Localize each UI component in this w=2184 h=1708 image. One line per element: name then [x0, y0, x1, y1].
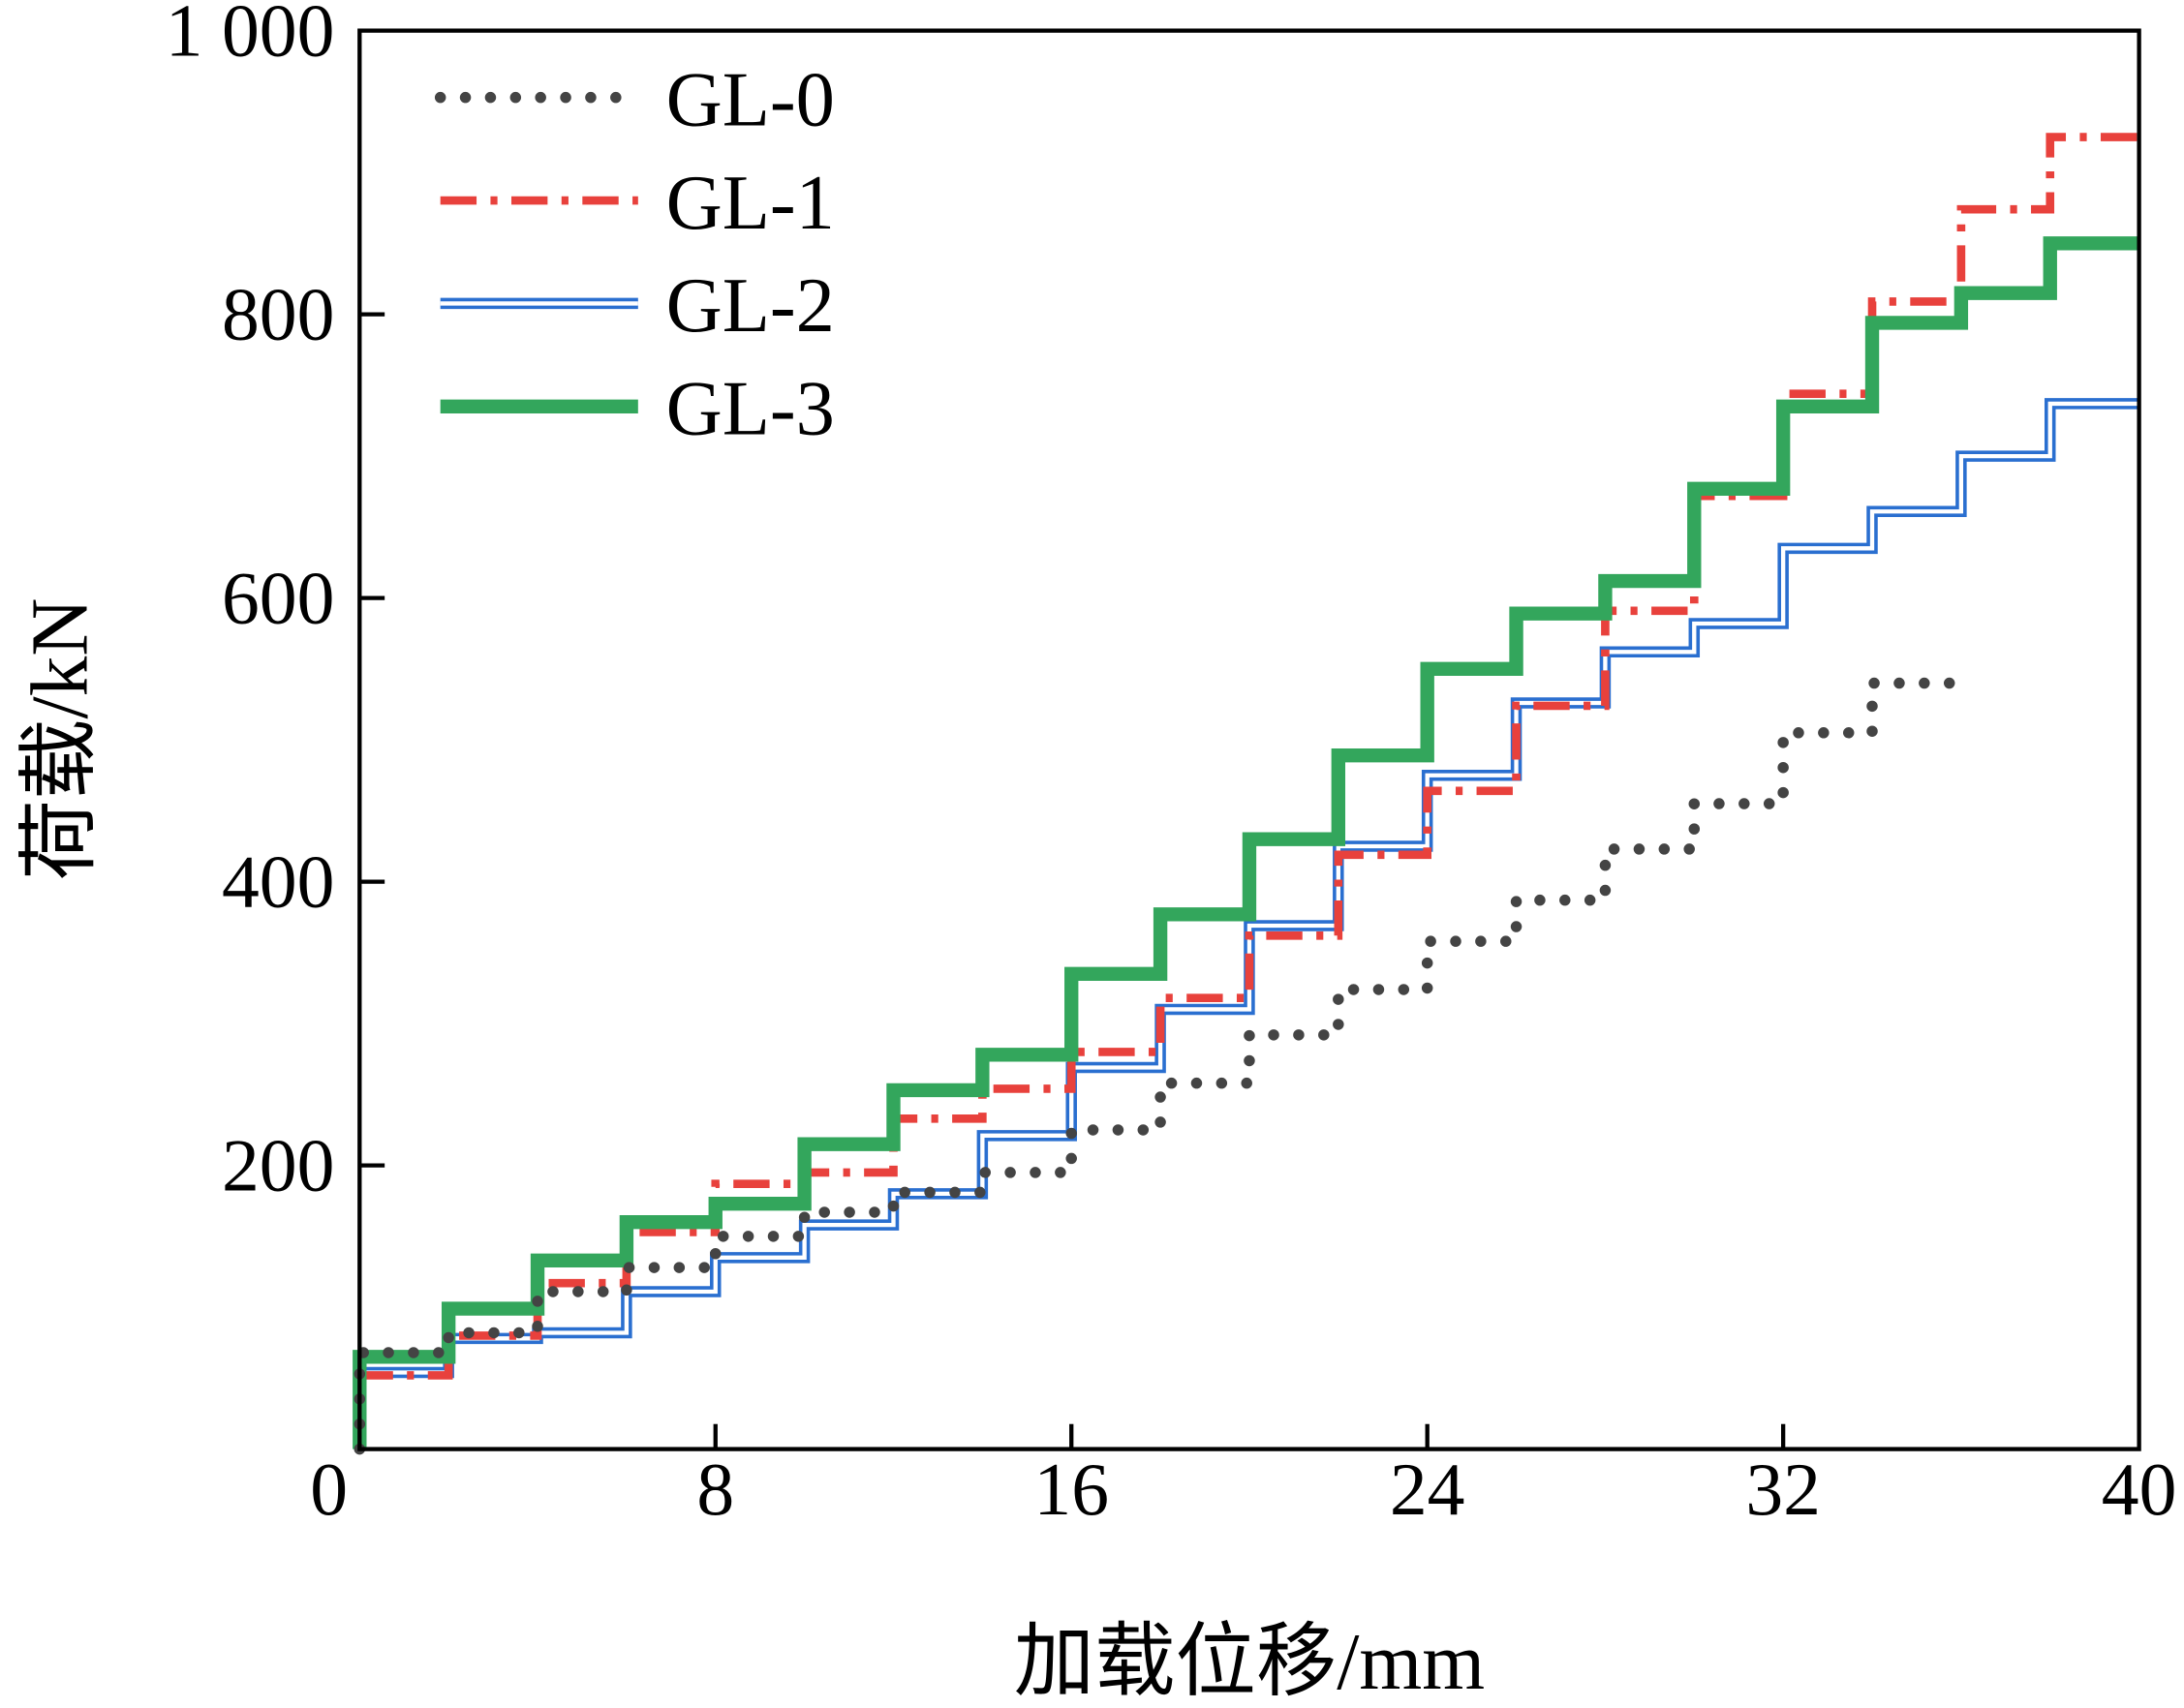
x-tick-label: 24: [1390, 1448, 1465, 1531]
legend: GL-0 GL-1 GL-2 GL-3: [434, 56, 835, 452]
series-line-gl-3: [353, 236, 2139, 1449]
y-axis-label: 荷载/kN: [16, 597, 106, 880]
x-tick-label: 40: [2102, 1448, 2177, 1531]
series-line-gl-1: [354, 133, 2139, 1449]
y-tick-label: 200: [222, 1123, 334, 1206]
origin-label: 0: [310, 1448, 348, 1531]
y-tick-label: 1 000: [166, 0, 335, 73]
x-tick-label: 8: [696, 1448, 734, 1531]
legend-label: GL-2: [666, 262, 835, 349]
y-tick-label: 600: [222, 556, 334, 639]
y-tick-label: 400: [222, 839, 334, 923]
plot-frame: [357, 28, 2141, 1451]
y-tick-label: 800: [222, 272, 334, 355]
ticks: 8 16 24 32 40 200 400 600 800 1 000: [166, 0, 2177, 1531]
legend-label: GL-1: [666, 160, 835, 246]
series-line-gl-0: [354, 677, 1967, 1455]
x-tick-label: 16: [1033, 1448, 1109, 1531]
series-line-gl-2-inner: [357, 401, 2139, 1449]
x-axis-label: 加载位移/mm: [1014, 1618, 1485, 1707]
x-tick-label: 32: [1745, 1448, 1821, 1531]
series-layer: [353, 133, 2139, 1455]
legend-label: GL-3: [666, 366, 835, 452]
legend-label: GL-0: [666, 56, 835, 142]
